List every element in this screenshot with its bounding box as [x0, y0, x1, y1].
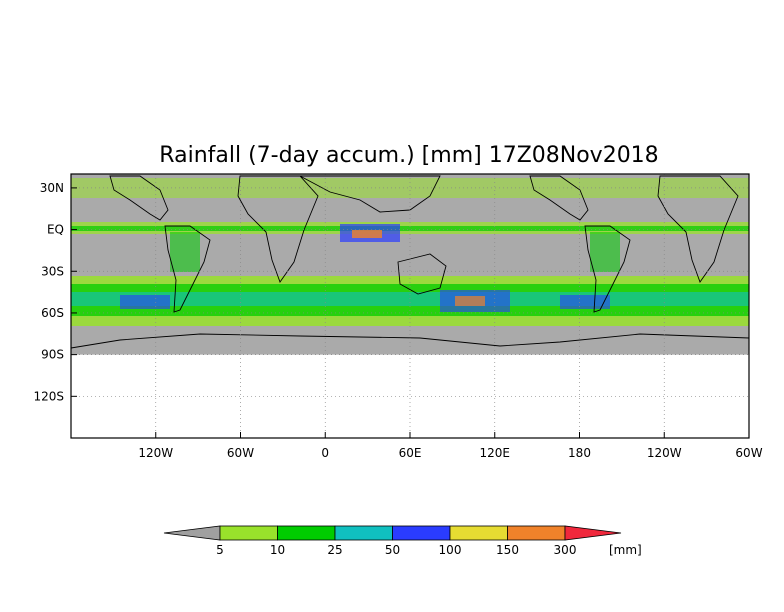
coast-north-america	[109, 175, 169, 221]
colorbar-low-arrow	[163, 525, 221, 541]
precip-south-america	[170, 232, 200, 272]
precip-south-atlantic-repeat	[560, 295, 610, 309]
colorbar-level-label: 5	[216, 543, 224, 557]
lon-tick-label: 60W	[735, 446, 762, 460]
lon-tick-label: 60E	[399, 446, 422, 460]
colorbar: 5 10 25 50 100 150 300 [mm]	[163, 525, 642, 557]
coast-antarctica	[70, 333, 750, 349]
map-title: Rainfall (7-day accum.) [mm] 17Z08Nov201…	[159, 143, 658, 168]
coast-africa	[237, 175, 319, 283]
colorbar-level-label: 150	[496, 543, 519, 557]
map-frame	[70, 173, 750, 439]
colorbar-level-label: 50	[385, 543, 400, 557]
precip-south-pacific-peak	[455, 296, 485, 306]
colorbar-segment	[219, 525, 278, 541]
map-gridlines	[71, 174, 750, 438]
coast-south-america	[164, 225, 211, 313]
lat-tick-label: 30S	[41, 264, 64, 278]
latitude-tick-labels: 30N EQ 30S 60S 90S 120S	[33, 181, 64, 403]
coast-north-america-repeat	[529, 175, 589, 221]
lon-tick-label: 120W	[138, 446, 173, 460]
coastlines	[70, 175, 750, 349]
lon-tick-label: 180	[568, 446, 591, 460]
colorbar-unit-label: [mm]	[609, 543, 642, 557]
lon-tick-label: 0	[321, 446, 329, 460]
lat-tick-label: 30N	[40, 181, 64, 195]
colorbar-level-label: 300	[554, 543, 577, 557]
lon-tick-label: 120E	[480, 446, 511, 460]
colorbar-segment	[392, 525, 451, 541]
colorbar-segment	[449, 525, 508, 541]
coast-australia	[397, 253, 447, 295]
precip-south-america-repeat	[590, 232, 620, 272]
colorbar-segment	[334, 525, 393, 541]
lat-tick-label: EQ	[47, 223, 64, 237]
coast-africa-repeat	[657, 175, 739, 283]
longitude-tick-labels: 120W60W060E120E180120W60W0	[138, 446, 762, 460]
precip-maritime-continent-peak	[352, 230, 382, 238]
precip-south-atlantic	[120, 295, 170, 309]
lon-tick-label: 60W	[227, 446, 254, 460]
colorbar-level-label: 25	[327, 543, 342, 557]
colorbar-level-label: 100	[439, 543, 462, 557]
colorbar-level-label: 10	[270, 543, 285, 557]
coast-eurasia	[299, 175, 441, 213]
colorbar-segment	[507, 525, 566, 541]
lat-tick-label: 120S	[33, 389, 64, 403]
colorbar-segment	[277, 525, 336, 541]
lat-tick-label: 60S	[41, 306, 64, 320]
precip-band-itcz-core	[71, 226, 749, 231]
colorbar-high-arrow	[564, 525, 622, 541]
map-panel	[70, 173, 750, 439]
lat-tick-label: 90S	[41, 348, 64, 362]
lon-tick-label: 120W	[647, 446, 682, 460]
coast-south-america-repeat	[584, 225, 631, 313]
